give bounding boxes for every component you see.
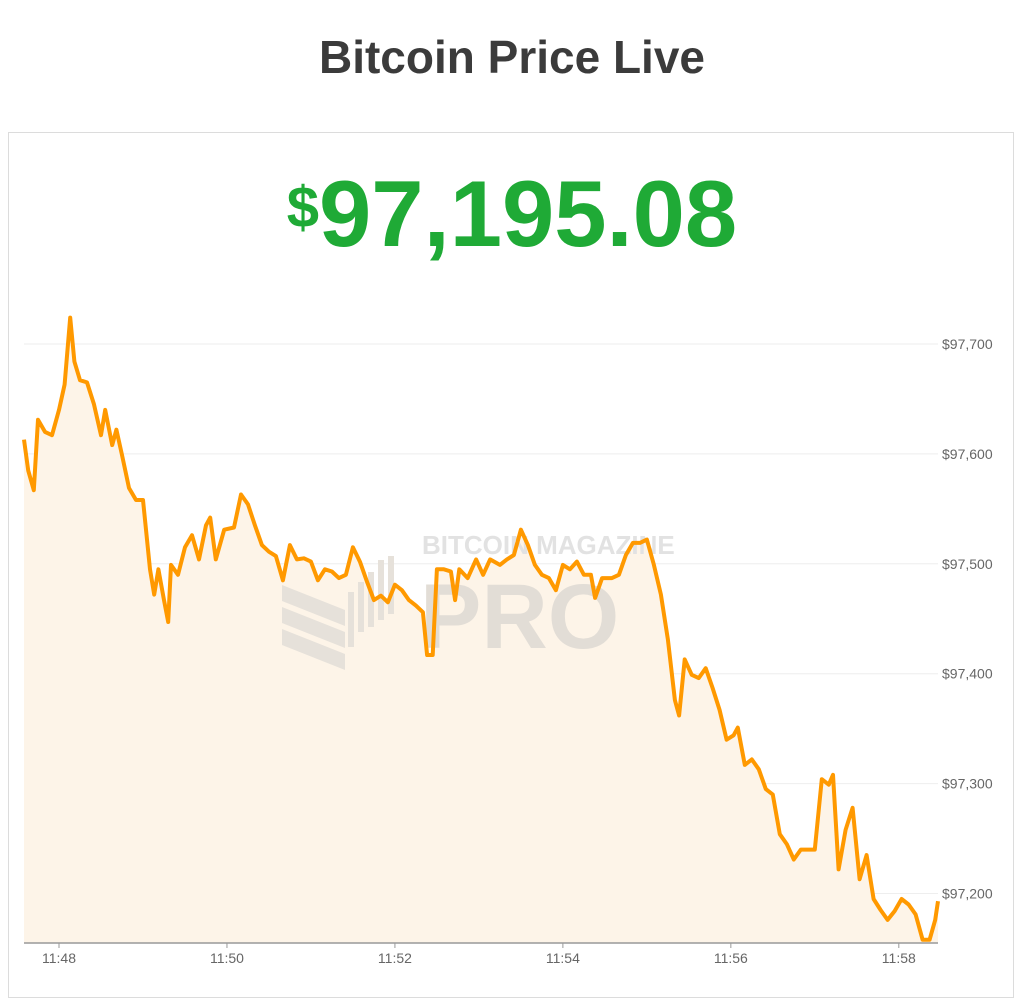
x-tick-label: 11:54 [546,950,580,966]
y-tick-label: $97,400 [942,666,993,682]
currency-symbol: $ [286,175,320,240]
price-value: 97,195.08 [319,161,738,266]
price-chart-card [8,132,1014,998]
y-tick-label: $97,600 [942,446,993,462]
y-axis: $97,200 $97,300 $97,400 $97,500 $97,600 $97,7… [942,336,993,902]
y-tick-label: $97,500 [942,556,993,572]
x-tick-label: 11:56 [714,950,748,966]
watermark-line2: PRO [420,566,619,668]
current-price: $97,195.08 [0,160,1024,268]
x-tick-label: 11:52 [378,950,412,966]
x-tick-label: 11:48 [42,950,76,966]
y-tick-label: $97,200 [942,886,993,902]
x-tick-label: 11:50 [210,950,244,966]
x-axis: 11:48 11:50 11:52 11:54 11:56 11:58 [42,943,916,966]
y-tick-label: $97,700 [942,336,993,352]
x-tick-label: 11:58 [882,950,916,966]
page-title: Bitcoin Price Live [318,31,705,83]
watermark-line1: BITCOIN MAGAZINE [422,530,675,560]
y-tick-label: $97,300 [942,776,993,792]
price-area-fill [24,317,938,944]
price-line [22,315,940,942]
